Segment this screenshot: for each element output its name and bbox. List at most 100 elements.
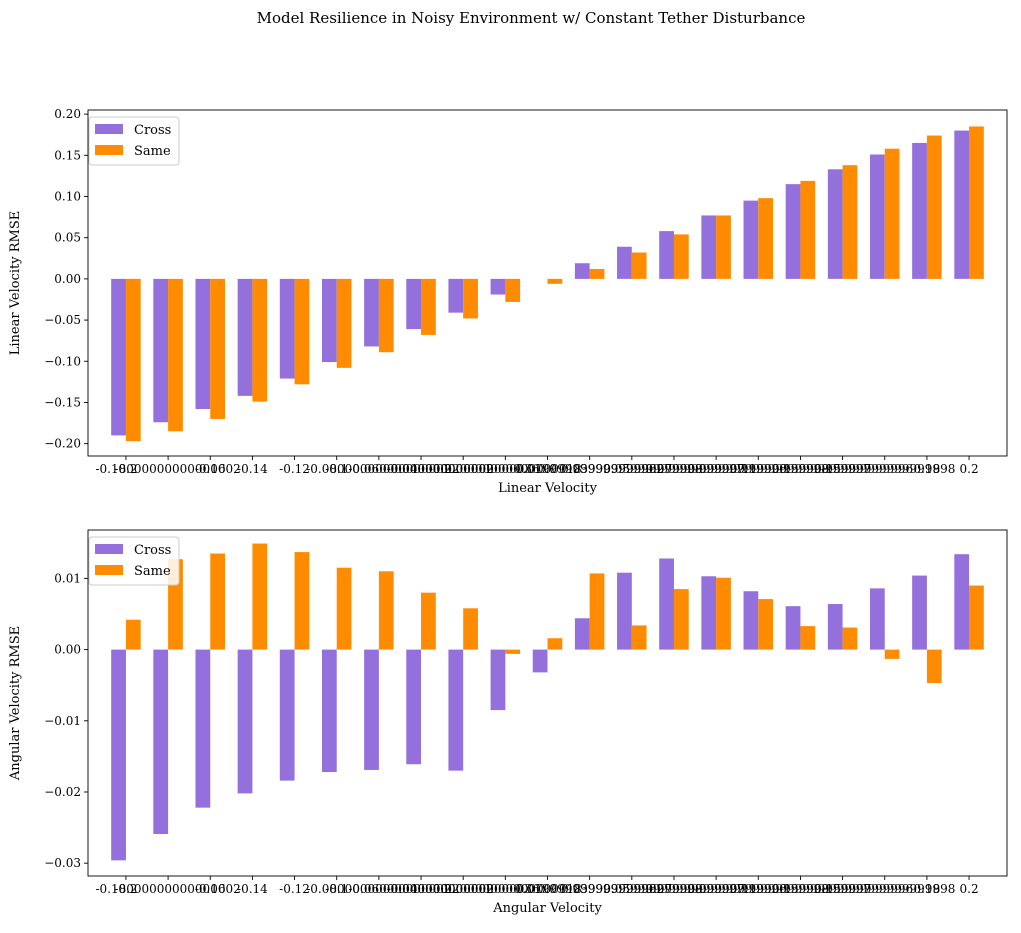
bar-cross-14 — [701, 576, 717, 650]
bar-cross-12 — [617, 572, 632, 650]
bar-same-4 — [294, 278, 310, 385]
bar-same-12 — [631, 625, 647, 650]
x-tick-label: 0.09999999999999998 — [688, 462, 829, 476]
bar-same-20 — [969, 585, 984, 650]
bar-cross-7 — [406, 278, 422, 330]
bar-cross-4 — [279, 649, 295, 781]
bar-same-5 — [336, 567, 352, 650]
legend-label-same: Same — [134, 564, 171, 579]
y-tick-label: 0.01 — [54, 571, 81, 585]
bar-same-8 — [463, 278, 478, 319]
bar-same-0 — [125, 619, 141, 650]
bar-same-11 — [589, 573, 605, 650]
bar-cross-3 — [237, 649, 253, 794]
bar-cross-6 — [364, 649, 379, 770]
bar-same-0 — [125, 278, 141, 442]
x-tick-label: 0.05999999999999997 — [603, 462, 744, 476]
legend-swatch-cross — [95, 124, 123, 134]
x-tick-label: -0.1 — [325, 462, 348, 476]
y-tick-label: −0.02 — [44, 785, 81, 799]
y-axis-label: Angular Velocity RMSE — [8, 626, 23, 781]
bar-same-10 — [547, 278, 563, 284]
bar-same-2 — [210, 278, 226, 419]
bar-same-14 — [716, 215, 731, 279]
y-tick-label: −0.05 — [44, 313, 81, 327]
bar-same-15 — [758, 198, 774, 279]
bar-same-14 — [716, 577, 731, 650]
x-tick-label: -0.14 — [237, 462, 268, 476]
bar-cross-9 — [490, 278, 506, 295]
bar-cross-15 — [743, 200, 759, 279]
x-tick-label: -0.1 — [325, 882, 348, 896]
legend-label-same: Same — [134, 144, 171, 159]
bar-cross-8 — [448, 649, 464, 771]
x-tick-label: 0.05999999999999997 — [603, 882, 744, 896]
x-tick-label: -0.040000000000000036 — [387, 882, 540, 896]
bar-same-17 — [842, 165, 858, 279]
x-tick-label: -0.020000000000000018 — [429, 462, 582, 476]
x-axis-label: Angular Velocity — [492, 901, 602, 916]
bar-cross-20 — [954, 554, 970, 650]
bar-cross-13 — [659, 231, 674, 279]
bar-cross-18 — [869, 154, 885, 279]
x-tick-label: -0.12 — [279, 882, 310, 896]
bar-cross-3 — [237, 278, 253, 396]
y-tick-label: 0.10 — [54, 190, 81, 204]
bar-same-6 — [378, 278, 394, 353]
x-tick-label: -0.06000000000000002 — [348, 882, 493, 896]
plot-frame — [87, 529, 1008, 877]
bar-same-20 — [969, 126, 984, 279]
bar-same-13 — [673, 234, 689, 279]
x-tick-label: -0.08000000000000002 — [306, 882, 451, 896]
x-tick-label: 0.13999999999999996 — [772, 882, 913, 896]
x-tick-label: -0.12 — [279, 462, 310, 476]
bar-same-10 — [547, 638, 563, 650]
bar-same-9 — [505, 649, 521, 654]
x-tick-label: -0.16 — [195, 462, 226, 476]
y-tick-label: 0.00 — [54, 272, 81, 286]
x-tick-label: -0.18000000000000002 — [95, 462, 240, 476]
bar-same-7 — [421, 278, 436, 335]
bar-cross-14 — [701, 215, 717, 279]
x-tick-label: 0.07999999999999996 — [645, 462, 786, 476]
bar-cross-18 — [869, 588, 885, 650]
bar-same-3 — [252, 278, 268, 402]
bar-cross-5 — [321, 278, 337, 363]
x-tick-label: -0.2 — [114, 462, 137, 476]
bar-same-19 — [926, 135, 942, 279]
bar-cross-16 — [785, 606, 801, 650]
bar-same-13 — [673, 589, 689, 650]
x-tick-label: 0.11999999999999997 — [730, 462, 871, 476]
legend-label-cross: Cross — [134, 543, 171, 558]
bar-same-2 — [210, 553, 226, 650]
x-tick-label: 0.15999999999999998 — [814, 462, 955, 476]
bar-cross-1 — [153, 278, 169, 423]
angular-velocity-panel: −0.03 −0.02 −0.01 0.00 0.01 -0.2-0.1800000000… — [8, 529, 1008, 916]
bar-same-16 — [800, 180, 816, 279]
x-tick-label: 0.09999999999999998 — [688, 882, 829, 896]
bar-cross-13 — [659, 558, 674, 650]
y-tick-label: −0.03 — [44, 856, 81, 870]
y-tick-label: 0.15 — [54, 148, 81, 162]
bar-cross-6 — [364, 278, 379, 347]
x-tick-label: 0.019999999999999962 — [515, 882, 664, 896]
bar-cross-0 — [111, 649, 126, 861]
x-tick-label: -0.020000000000000018 — [429, 882, 582, 896]
bar-cross-4 — [279, 278, 295, 379]
bar-cross-5 — [321, 649, 337, 773]
bar-same-4 — [294, 552, 310, 650]
bar-cross-17 — [827, 604, 843, 650]
x-tick-label: 0.03999999999999998 — [561, 462, 702, 476]
x-tick-label: -0.14 — [237, 882, 268, 896]
bar-same-11 — [589, 268, 605, 279]
bar-cross-7 — [406, 649, 422, 765]
bar-same-9 — [505, 278, 521, 302]
bar-cross-0 — [111, 278, 126, 436]
bar-same-12 — [631, 252, 647, 279]
x-tick-label: -0.08000000000000002 — [306, 462, 451, 476]
x-tick-label: 0.18 — [914, 462, 941, 476]
x-axis-label: Linear Velocity — [498, 481, 597, 496]
bar-cross-2 — [195, 278, 211, 410]
legend-swatch-same — [95, 565, 123, 575]
